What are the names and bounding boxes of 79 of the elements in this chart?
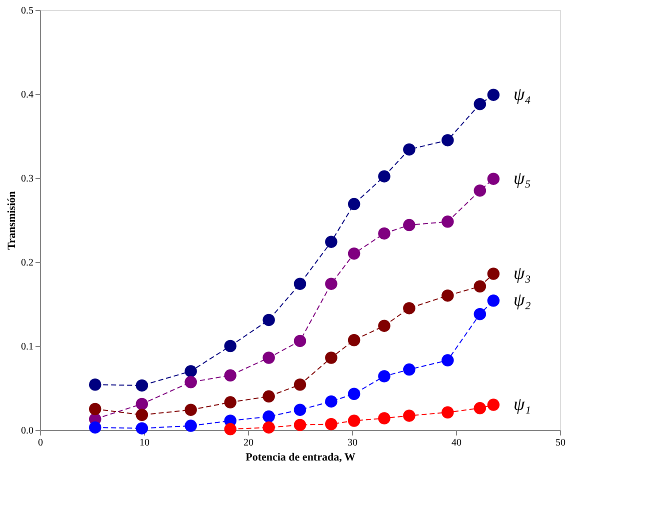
point: [442, 354, 454, 366]
point: [348, 414, 360, 427]
point: [325, 352, 338, 364]
point: [378, 170, 390, 182]
point: [474, 280, 486, 292]
point: [262, 390, 275, 403]
x-tick-label: 0: [38, 438, 43, 448]
y-tick-label: 0.0: [21, 426, 34, 436]
point: [262, 352, 275, 364]
point: [294, 278, 306, 290]
point: [378, 227, 390, 240]
point: [348, 247, 360, 260]
point: [88, 402, 102, 416]
series-label: ψ₂: [513, 290, 531, 310]
point: [474, 184, 486, 197]
point: [474, 308, 486, 320]
point: [325, 236, 338, 248]
point: [403, 363, 416, 376]
point: [294, 334, 306, 348]
point: [224, 340, 236, 352]
point: [136, 408, 148, 421]
point: [348, 334, 360, 346]
y-axis-title: Transmisión: [6, 191, 18, 250]
point: [487, 398, 500, 411]
point: [325, 395, 338, 408]
point: [136, 422, 148, 434]
point: [184, 420, 197, 432]
y-tick-label: 0.1: [21, 342, 34, 352]
point: [184, 404, 197, 416]
point: [136, 398, 148, 410]
series-label: ψ₁: [513, 394, 531, 414]
y-tick-label: 0.4: [21, 90, 34, 100]
point: [262, 421, 275, 434]
y-tick-label: 0.3: [21, 174, 34, 184]
point: [487, 294, 500, 307]
point: [88, 378, 102, 391]
point: [262, 410, 275, 423]
point: [184, 376, 197, 388]
series-label: ψ₄: [513, 84, 531, 104]
x-tick-label: 50: [556, 438, 566, 448]
point: [262, 314, 275, 326]
point: [403, 410, 416, 422]
point: [378, 320, 390, 332]
point: [442, 406, 454, 418]
point: [442, 216, 454, 228]
x-tick-label: 10: [140, 438, 150, 448]
x-tick-label: 30: [348, 438, 358, 448]
point: [224, 396, 236, 408]
point: [487, 268, 500, 280]
point: [487, 172, 500, 185]
series-label: ψ₃: [513, 262, 531, 283]
series-label: ψ₅: [513, 168, 531, 188]
x-tick-label: 20: [244, 438, 254, 448]
point: [88, 421, 102, 434]
y-tick-label: 0.5: [21, 6, 34, 16]
x-tick-label: 40: [452, 438, 462, 448]
point: [474, 402, 486, 414]
point: [294, 418, 306, 432]
point: [348, 388, 360, 400]
point: [442, 289, 454, 302]
point: [474, 98, 486, 110]
point: [224, 369, 236, 382]
point: [294, 378, 306, 391]
point: [378, 370, 390, 382]
point: [348, 198, 360, 210]
point: [403, 143, 416, 156]
point: [184, 365, 197, 378]
point: [403, 218, 416, 232]
point: [224, 423, 236, 436]
point: [136, 379, 148, 392]
point: [403, 302, 416, 314]
point: [325, 418, 338, 430]
x-axis-title: Potencia de entrada, W: [246, 452, 356, 464]
point: [487, 88, 500, 101]
point: [325, 278, 338, 290]
point: [442, 134, 454, 146]
point: [378, 412, 390, 424]
point: [294, 404, 306, 416]
y-tick-label: 0.2: [21, 258, 34, 268]
